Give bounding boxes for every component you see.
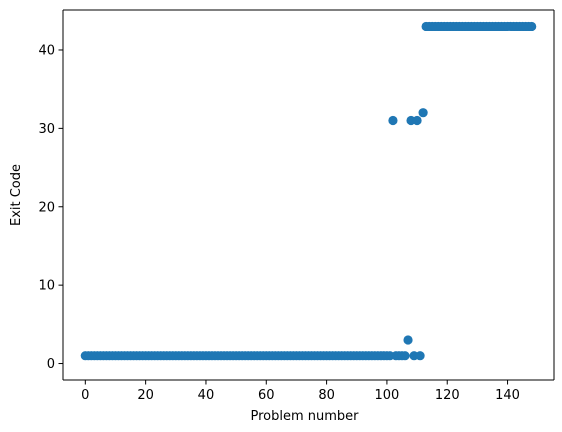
data-point (412, 115, 422, 126)
data-point (418, 108, 428, 118)
y-axis-ticks: 0 10 20 30 40 (38, 43, 63, 372)
x-tick-label: 60 (258, 388, 275, 403)
x-tick-label: 20 (137, 388, 154, 403)
data-point (388, 115, 398, 126)
points-layer (80, 21, 537, 361)
x-tick-label: 80 (318, 388, 335, 403)
y-tick-label: 40 (38, 43, 55, 58)
x-axis-label: Problem number (250, 409, 359, 424)
data-point (527, 21, 537, 32)
data-point (403, 335, 413, 345)
x-axis-ticks: 0 20 40 60 80 100 120 140 (81, 380, 520, 403)
x-tick-label: 140 (495, 388, 520, 403)
x-tick-label: 100 (375, 388, 400, 403)
axes-spines (62, 9, 555, 381)
y-tick-label: 30 (38, 122, 55, 137)
x-tick-label: 0 (81, 388, 89, 403)
data-point (415, 351, 425, 361)
y-tick-label: 10 (38, 279, 55, 294)
y-tick-label: 0 (47, 357, 55, 372)
y-axis-label: Exit Code (9, 164, 24, 226)
data-point (400, 351, 410, 361)
x-tick-label: 120 (435, 388, 460, 403)
y-tick-label: 20 (38, 200, 55, 215)
plot-frame (63, 10, 554, 380)
plot-area (62, 9, 555, 381)
x-tick-label: 40 (198, 388, 215, 403)
